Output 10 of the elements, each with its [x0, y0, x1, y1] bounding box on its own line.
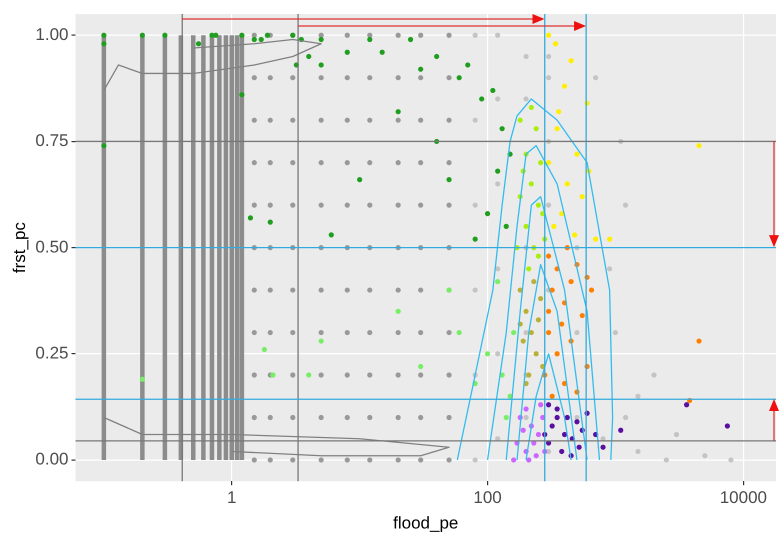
x-tick-label: 1 [227, 488, 236, 508]
y-tick-label: 1.00 [35, 24, 68, 44]
y-tick-label: 0.25 [35, 343, 68, 362]
x-tick-label: 10000 [720, 488, 767, 508]
y-tick-label: 0.75 [35, 131, 68, 150]
y-tick-label: 0.00 [35, 450, 68, 469]
y-tick-label: 0.50 [35, 237, 68, 256]
x-tick-label: 100 [473, 488, 502, 508]
x-axis-title: flood_pe [393, 513, 458, 532]
y-axis-title: frst_pc [10, 222, 29, 274]
